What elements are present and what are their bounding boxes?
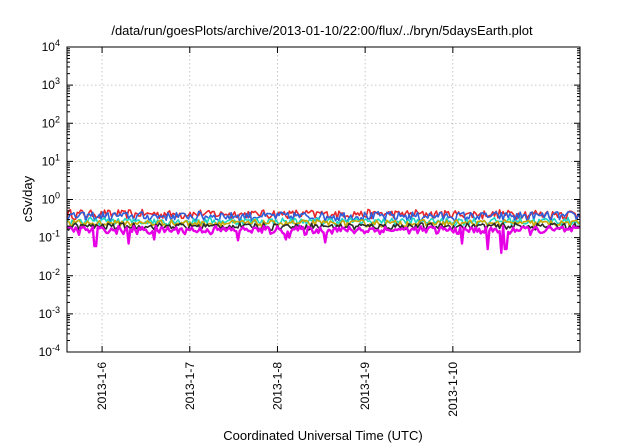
y-tick-label: 103: [42, 76, 60, 92]
y-tick-label: 101: [42, 152, 60, 168]
y-tick-label: 102: [42, 114, 60, 130]
x-axis-label: Coordinated Universal Time (UTC): [223, 428, 422, 443]
grid-layer: [67, 47, 580, 352]
x-axis-ticks: 2013-1-6 2013-1-7 2013-1-8 2013-1-9 2013-1-1…: [95, 47, 460, 417]
y-tick-exponent: 2: [55, 114, 60, 124]
y-tick-base: 10: [39, 269, 53, 283]
y-tick-label: 100: [42, 191, 60, 207]
y-tick-label: 104: [42, 38, 60, 54]
flux-series-line: [66, 210, 581, 223]
flux-series-line: [66, 222, 581, 232]
x-tick-label: 2013-1-9: [358, 362, 372, 410]
y-tick-base: 10: [39, 345, 53, 359]
flux-series-line: [66, 218, 581, 229]
y-tick-exponent: -4: [52, 343, 60, 353]
series-layer: [66, 208, 581, 255]
y-tick-base: 10: [39, 231, 53, 245]
y-tick-label: 10-3: [39, 305, 60, 321]
y-tick-exponent: 1: [55, 152, 60, 162]
y-axis-label: cSv/day: [20, 175, 35, 222]
y-tick-exponent: -2: [52, 267, 60, 277]
x-tick-label: 2013-1-7: [183, 362, 197, 410]
y-tick-exponent: -1: [52, 229, 60, 239]
x-tick-label: 2013-1-8: [270, 362, 284, 410]
y-tick-base: 10: [42, 116, 56, 130]
y-tick-base: 10: [42, 193, 56, 207]
y-tick-exponent: -3: [52, 305, 60, 315]
y-tick-exponent: 4: [55, 38, 60, 48]
y-tick-label: 10-1: [39, 229, 60, 245]
x-tick-label: 2013-1-10: [446, 362, 460, 417]
flux-series-line: [66, 224, 581, 255]
y-tick-base: 10: [39, 307, 53, 321]
x-tick-label: 2013-1-6: [95, 362, 109, 410]
y-tick-exponent: 3: [55, 76, 60, 86]
y-tick-exponent: 0: [55, 191, 60, 201]
chart-title: /data/run/goesPlots/archive/2013-01-10/2…: [111, 23, 533, 38]
y-tick-base: 10: [42, 40, 56, 54]
y-tick-label: 10-2: [39, 267, 60, 283]
y-tick-base: 10: [42, 154, 56, 168]
y-tick-base: 10: [42, 78, 56, 92]
y-tick-label: 10-4: [39, 343, 60, 359]
